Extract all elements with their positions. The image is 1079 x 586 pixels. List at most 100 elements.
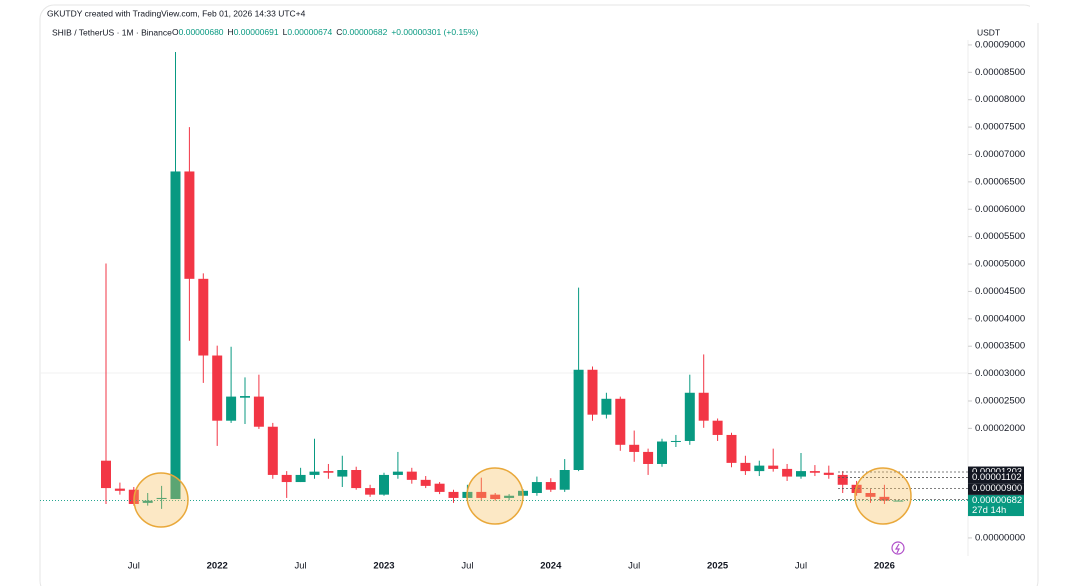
y-tick-label: 0.00000000 bbox=[975, 532, 1025, 543]
candle-body bbox=[865, 493, 876, 497]
countdown: 27d 14h bbox=[972, 505, 1006, 516]
change: +0.00000301 (+0.15%) bbox=[391, 27, 478, 37]
candle-body bbox=[837, 474, 848, 485]
y-tick-label: 0.00009000 bbox=[975, 39, 1025, 50]
credit: GKUTDY created with TradingView.com, Feb… bbox=[47, 8, 306, 18]
ohlc-key: H bbox=[228, 27, 234, 37]
candle-body bbox=[893, 500, 904, 502]
event-icon[interactable] bbox=[891, 541, 905, 555]
candle-body bbox=[545, 482, 556, 490]
candle-body bbox=[670, 440, 681, 442]
event-icon-bolt bbox=[894, 543, 900, 554]
candle-body bbox=[587, 369, 598, 415]
highlight-circle bbox=[466, 467, 524, 525]
ohlc-value: 0.00000674 bbox=[287, 27, 332, 37]
last-price-box bbox=[968, 495, 1024, 517]
candle-body bbox=[198, 278, 209, 356]
candle-body bbox=[698, 392, 709, 421]
candle-body bbox=[754, 465, 765, 472]
ohlc-key: O bbox=[172, 27, 179, 37]
y-tick-label: 0.00004000 bbox=[975, 313, 1025, 324]
x-tick-label: 2025 bbox=[707, 561, 729, 572]
price-level-box bbox=[968, 466, 1024, 478]
candle-body bbox=[657, 441, 667, 464]
candle-body bbox=[392, 471, 403, 475]
x-tick-label: Jul bbox=[128, 561, 140, 572]
y-axis-label: USDT bbox=[977, 27, 1000, 37]
candle-body bbox=[712, 420, 723, 435]
candle-body bbox=[281, 474, 292, 483]
last-price-label: 0.00000682 bbox=[972, 495, 1022, 506]
candle-body bbox=[351, 470, 362, 489]
candle-body bbox=[156, 497, 167, 500]
chart-title: SHIB / TetherUS · 1M · Binance bbox=[52, 27, 172, 37]
candle-body bbox=[101, 460, 111, 489]
card bbox=[39, 4, 1039, 586]
x-tick-label: 2026 bbox=[874, 561, 895, 572]
ohlc-value: 0.00000691 bbox=[234, 27, 279, 37]
price-level-label: 0.00000900 bbox=[972, 483, 1022, 494]
candle-body bbox=[629, 444, 640, 452]
ohlc-value: 0.00000682 bbox=[342, 27, 387, 37]
y-tick-label: 0.00003500 bbox=[975, 341, 1025, 352]
x-tick-label: Jul bbox=[295, 561, 307, 572]
candle-body bbox=[226, 396, 237, 421]
price-level-box bbox=[968, 472, 1024, 484]
candle-body bbox=[267, 426, 278, 475]
candle-body bbox=[796, 471, 806, 477]
candle-body bbox=[253, 396, 264, 427]
candle-body bbox=[114, 488, 125, 491]
candle-body bbox=[768, 465, 779, 469]
ohlc-value: 0.00000680 bbox=[179, 27, 224, 37]
y-tick-label: 0.00008000 bbox=[975, 94, 1025, 105]
x-tick-label: 2023 bbox=[373, 561, 394, 572]
candle-body bbox=[184, 171, 195, 279]
candle-body bbox=[420, 479, 431, 486]
candle-body bbox=[643, 451, 654, 464]
candle-body bbox=[504, 495, 515, 498]
candle-body bbox=[490, 494, 501, 500]
candle-body bbox=[434, 483, 445, 492]
candle-body bbox=[379, 474, 389, 495]
y-tick-label: 0.00005500 bbox=[975, 231, 1025, 242]
candle-body bbox=[684, 392, 695, 441]
x-tick-label: Jul bbox=[461, 561, 473, 572]
y-tick-label: 0.00006500 bbox=[975, 176, 1025, 187]
candle-body bbox=[809, 471, 820, 473]
candle-body bbox=[309, 471, 320, 475]
candle-body bbox=[601, 398, 612, 415]
candle-body bbox=[740, 462, 751, 472]
y-tick-label: 0.00003000 bbox=[975, 368, 1025, 379]
candle-body bbox=[782, 468, 793, 477]
x-tick-label: Jul bbox=[628, 561, 640, 572]
y-tick-label: 0.00008500 bbox=[975, 67, 1025, 78]
candle-body bbox=[448, 491, 459, 498]
y-tick-label: 0.00002500 bbox=[975, 395, 1025, 406]
candle-body bbox=[879, 496, 890, 501]
candle-body bbox=[170, 171, 181, 500]
highlight-circle bbox=[133, 472, 189, 528]
candle-body bbox=[142, 500, 153, 503]
candle-body bbox=[615, 398, 626, 445]
candle-body bbox=[240, 396, 250, 398]
x-tick-label: 2022 bbox=[207, 561, 228, 572]
ohlc-key: C bbox=[336, 27, 342, 37]
x-tick-label: 2024 bbox=[540, 561, 562, 572]
candle-body bbox=[531, 482, 542, 494]
price-level-label: 0.00001102 bbox=[972, 472, 1022, 483]
y-tick-label: 0.00007500 bbox=[975, 122, 1025, 133]
x-tick-label: Jul bbox=[795, 561, 807, 572]
candle-body bbox=[365, 488, 376, 495]
candle-body bbox=[337, 470, 348, 477]
axes: 0.00009000 0.00008500 0.00008000 0.00007500… bbox=[40, 39, 1025, 572]
candle-body bbox=[476, 491, 487, 498]
highlight-circle bbox=[854, 467, 912, 525]
candle-body bbox=[212, 355, 223, 421]
y-tick-label: 0.00007000 bbox=[975, 149, 1025, 160]
candle-body bbox=[406, 471, 417, 480]
y-tick-label: 0.00004500 bbox=[975, 286, 1025, 297]
ohlc-key: L bbox=[283, 27, 288, 37]
marks bbox=[101, 52, 904, 509]
price-level-label: 0.00001203 bbox=[972, 467, 1022, 478]
